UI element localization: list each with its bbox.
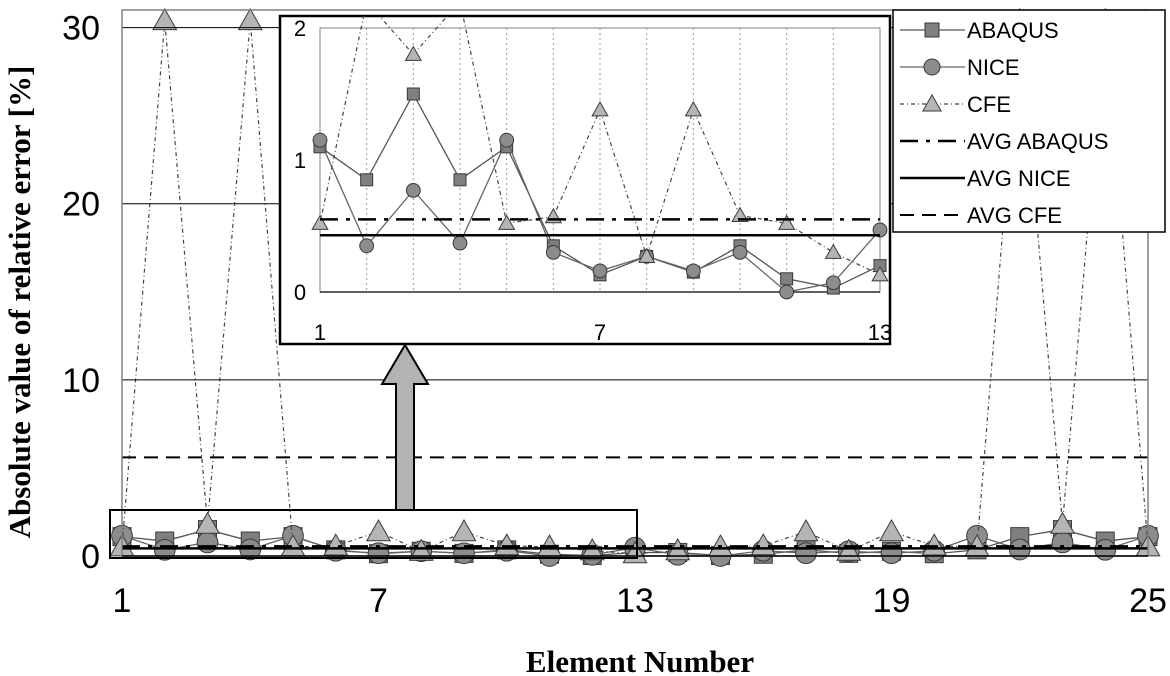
inset-point-cfe	[778, 214, 796, 230]
inset-point-nice	[452, 235, 468, 251]
legend-label: AVG CFE	[967, 203, 1062, 228]
point-cfe	[237, 7, 263, 31]
inset-point-cfe	[311, 214, 329, 230]
point-nice	[1094, 538, 1117, 561]
inset-x-tick-label: 7	[594, 320, 606, 345]
inset-point-abaqus	[406, 87, 420, 101]
inset-point-abaqus	[453, 173, 467, 187]
inset-point-nice	[732, 245, 748, 260]
legend-box	[892, 9, 1166, 233]
x-tick-label: 19	[873, 582, 911, 620]
point-cfe	[836, 538, 862, 561]
inset-point-nice	[872, 222, 888, 238]
inset-point-cfe	[684, 101, 702, 117]
inset-point-nice	[592, 263, 608, 279]
legend-label: ABAQUS	[967, 18, 1059, 43]
point-cfe	[878, 518, 905, 542]
x-tick-label: 1	[113, 582, 132, 620]
legend-item: CFE	[900, 92, 1011, 117]
inset-y-tick-label: 0	[294, 280, 306, 305]
inset-point-cfe	[591, 101, 609, 117]
inset-point-nice	[825, 275, 841, 291]
point-cfe	[194, 511, 221, 534]
inset-point-nice	[359, 238, 375, 254]
y-tick-label: 10	[62, 362, 100, 400]
inset-point-cfe	[452, 0, 468, 8]
inset-point-cfe	[404, 45, 422, 61]
legend-marker	[922, 93, 942, 112]
point-nice	[1051, 531, 1074, 554]
inset-point-cfe	[638, 247, 656, 263]
y-axis-title: Absolute value of relative error [%]	[2, 66, 37, 539]
legend-label: AVG ABAQUS	[967, 129, 1108, 154]
inset-point-cfe	[731, 206, 749, 222]
inset-point-abaqus	[780, 272, 794, 286]
legend-marker	[924, 22, 940, 38]
point-cfe	[323, 533, 349, 556]
arrow-icon	[380, 343, 430, 511]
legend-marker	[923, 58, 941, 76]
inset-x-tick-label: 1	[314, 320, 326, 345]
point-cfe	[921, 533, 947, 556]
zoom-region-rect	[109, 509, 638, 559]
point-cfe	[408, 538, 434, 561]
point-cfe	[365, 518, 392, 542]
y-tick-label: 30	[62, 10, 100, 48]
inset-y-tick-label: 2	[294, 16, 306, 41]
legend-label: NICE	[967, 55, 1020, 80]
legend-item: AVG CFE	[900, 203, 1062, 228]
inset-y-tick-label: 1	[294, 148, 306, 173]
zoom-arrow	[380, 343, 430, 511]
legend-item: AVG ABAQUS	[900, 129, 1108, 154]
x-tick-label: 13	[616, 582, 654, 620]
inset-point-cfe	[871, 266, 889, 282]
point-cfe	[451, 518, 477, 542]
inset-point-cfe	[498, 214, 516, 230]
legend-label: AVG NICE	[967, 166, 1071, 191]
x-tick-label: 25	[1129, 582, 1167, 620]
point-cfe	[793, 518, 819, 542]
point-nice	[196, 531, 219, 554]
inset-point-nice	[499, 132, 515, 148]
inset-point-nice	[779, 284, 795, 300]
legend-label: CFE	[967, 92, 1011, 117]
legend-item: ABAQUS	[900, 18, 1059, 43]
inset-point-abaqus	[360, 173, 374, 187]
inset-point-nice	[312, 132, 328, 148]
legend-item: NICE	[900, 55, 1020, 80]
legend: ABAQUS NICE CFE AVG ABAQUS AVG NICE AVG CFE	[892, 9, 1166, 233]
inset-x-tick-label: 13	[868, 320, 892, 345]
y-tick-label: 20	[62, 186, 100, 224]
inset-plot-area	[311, 0, 889, 300]
x-axis-title: Element Number	[526, 644, 754, 676]
inset-point-nice	[685, 263, 701, 279]
zoom-region-box	[109, 509, 638, 559]
inset-point-cfe	[359, 0, 375, 8]
point-nice	[153, 538, 176, 561]
inset-point-nice	[405, 182, 421, 198]
legend-item: AVG NICE	[900, 166, 1071, 191]
inset-point-cfe	[824, 243, 842, 259]
point-cfe	[152, 7, 178, 31]
point-cfe	[1049, 511, 1076, 534]
x-tick-label: 7	[369, 582, 388, 620]
y-tick-label: 0	[81, 538, 100, 576]
inset-point-nice	[545, 245, 561, 260]
